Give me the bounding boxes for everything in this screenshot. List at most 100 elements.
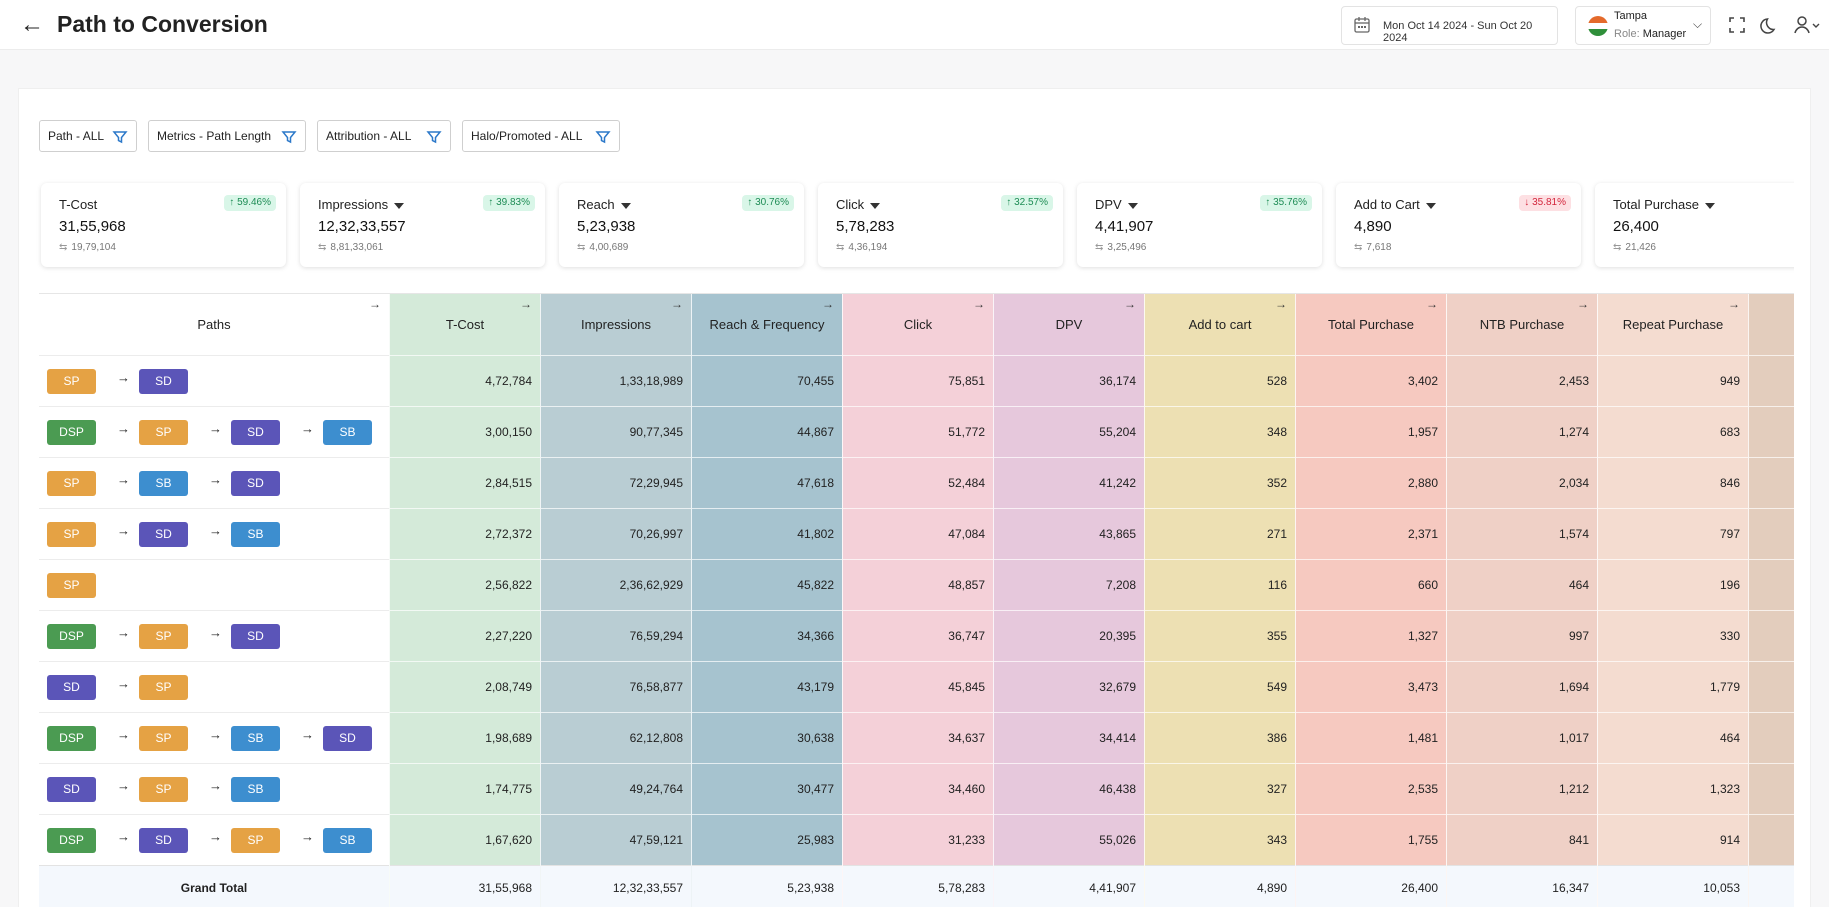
table-cell: 1,67,620 [390,814,540,865]
kpi-card[interactable]: Click 5,78,283 ⇆ 4,36,194 ↑ 32.57% [818,183,1063,267]
column-header[interactable]: Click → [843,294,993,355]
grand-total-cell: 5,23,938 [692,865,842,907]
table-cell: 2,453 [1447,355,1597,406]
kpi-card[interactable]: T-Cost 31,55,968 ⇆ 19,79,104 ↑ 59.46% [41,183,286,267]
kpi-previous-value: 8,81,33,061 [330,242,384,253]
kpi-card[interactable]: Add to Cart 4,890 ⇆ 7,618 ↓ 35.81% [1336,183,1581,267]
table-cell: 45,845 [843,661,993,712]
kpi-previous: ⇆ 4,36,194 [836,242,887,253]
kpi-previous: ⇆ 8,81,33,061 [318,242,383,253]
paths-header-label: Paths [197,317,231,332]
grand-total-cell: 5,78,283 [843,865,993,907]
column-header[interactable]: Total Purchase → [1296,294,1446,355]
table-cell: 34,414 [994,712,1144,763]
table-cell: 55,026 [994,814,1144,865]
kpi-previous-value: 21,426 [1625,242,1656,253]
filter-metrics[interactable]: Metrics - Path Length [148,120,306,152]
column-header[interactable]: Repeat Purchase → [1598,294,1748,355]
caret-down-icon[interactable] [1425,202,1436,209]
date-range-picker[interactable]: Mon Oct 14 2024 - Sun Oct 20 2024 [1341,6,1558,45]
kpi-label-text: Total Purchase [1613,197,1699,212]
grand-total-cell: 16,347 [1447,865,1597,907]
arrow-right-icon[interactable]: → [973,297,985,311]
table-cell [1749,610,1794,661]
caret-down-icon[interactable] [870,202,881,209]
arrow-right-icon[interactable]: → [1728,297,1740,311]
arrow-right-icon[interactable]: → [369,297,381,311]
kpi-card[interactable]: DPV 4,41,907 ⇆ 3,25,496 ↑ 35.76% [1077,183,1322,267]
caret-down-icon[interactable] [620,202,631,209]
column-header[interactable]: Impressions → [541,294,691,355]
caret-down-icon[interactable] [394,202,405,209]
top-header: ← Path to Conversion Mon Oct 14 2024 - S… [0,0,1829,50]
table-cell [1749,712,1794,763]
channel-tag-sd: SD [47,675,96,700]
grand-total-cell: 26,400 [1296,865,1446,907]
column-header[interactable]: T-Cost → [390,294,540,355]
filter-path[interactable]: Path - ALL [39,120,137,152]
arrow-right-icon: → [117,829,130,844]
grand-total-row: Grand Total [39,865,389,907]
kpi-card[interactable]: Reach 5,23,938 ⇆ 4,00,689 ↑ 30.76% [559,183,804,267]
kpi-change-badge: ↑ 35.76% [1260,195,1312,211]
path-cell: SP [39,559,389,610]
arrow-right-icon: → [209,625,222,640]
table-cell: 76,59,294 [541,610,691,661]
table-cell: 1,74,775 [390,763,540,814]
metric-column: Add to cart → 528 348 352 271 116 355 549 386 327 3… [1144,294,1295,907]
user-menu-icon[interactable] [1793,14,1823,36]
caret-down-icon[interactable] [1705,202,1715,209]
column-header[interactable]: NTB Purchase → [1447,294,1597,355]
channel-tag-sd: SD [139,369,188,394]
column-header-label: Click [903,317,933,332]
arrow-right-icon[interactable]: → [520,297,532,311]
role-value: Manager [1642,28,1687,40]
filter-attribution[interactable]: Attribution - ALL [317,120,451,152]
arrow-right-icon: → [117,625,130,640]
path-cell: DSP → SP → SD [39,610,389,661]
arrow-right-icon[interactable]: → [671,297,683,311]
arrow-right-icon: → [117,472,130,487]
flag-icon [1588,16,1608,36]
filter-metrics-label: Metrics - Path Length [157,129,272,143]
dark-mode-moon-icon[interactable] [1759,14,1781,36]
kpi-previous-value: 19,79,104 [71,242,116,253]
table-cell: 3,402 [1296,355,1446,406]
column-header[interactable]: DPV → [994,294,1144,355]
arrow-left-icon[interactable]: ← [20,11,44,38]
path-cell: DSP → SP → SB → SD [39,712,389,763]
kpi-card[interactable]: Impressions 12,32,33,557 ⇆ 8,81,33,061 ↑ 39.… [300,183,545,267]
table-cell [1749,661,1794,712]
table-cell: 1,694 [1447,661,1597,712]
paths-header[interactable]: Paths → [39,294,389,355]
kpi-value: 4,41,907 [1095,218,1154,235]
arrow-right-icon[interactable]: → [822,297,834,311]
arrow-right-icon[interactable]: → [1426,297,1438,311]
arrow-right-icon: → [117,523,130,538]
fullscreen-icon[interactable] [1726,14,1748,36]
table-cell: 3,473 [1296,661,1446,712]
kpi-label-text: Click [836,197,865,212]
filter-halo-promoted[interactable]: Halo/Promoted - ALL [462,120,620,152]
compare-arrows-icon: ⇆ [577,242,586,253]
table-cell: 1,33,18,989 [541,355,691,406]
arrow-right-icon: → [117,676,130,691]
filter-halo-label: Halo/Promoted - ALL [471,129,583,143]
paths-column: Paths → SP → SD DSP → SP → SD → SB SP → SB → SD SP → SD → SB S… [39,294,389,907]
channel-tag-sp: SP [139,726,188,751]
arrow-right-icon[interactable]: → [1124,297,1136,311]
table-cell: 914 [1598,814,1748,865]
arrow-right-icon[interactable]: → [1275,297,1287,311]
table-cell: 352 [1145,457,1295,508]
table-cell: 1,755 [1296,814,1446,865]
caret-down-icon[interactable] [1127,202,1138,209]
column-header[interactable]: Add to cart → [1145,294,1295,355]
channel-tag-sd: SD [139,828,188,853]
column-header[interactable]: → [1749,294,1794,355]
arrow-right-icon[interactable]: → [1577,297,1589,311]
store-selector[interactable]: Tampa Role: Manager ⌵ [1575,6,1711,45]
table-cell: 997 [1447,610,1597,661]
column-header[interactable]: Reach & Frequency → [692,294,842,355]
kpi-label: Reach [577,197,631,212]
